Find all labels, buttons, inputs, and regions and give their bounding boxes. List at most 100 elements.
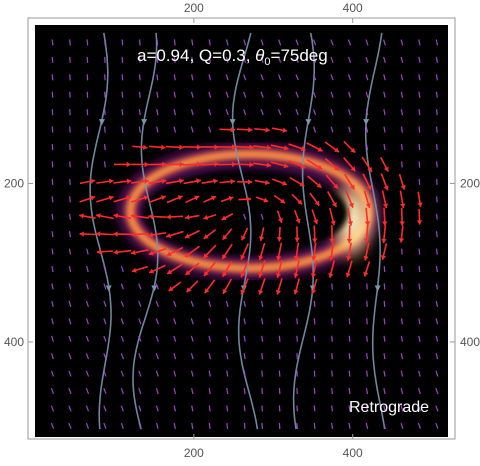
polarization-tick [68, 318, 72, 325]
polarization-arrowhead [328, 273, 334, 278]
polarization-tick [155, 370, 159, 377]
polarization-arrowhead [194, 195, 200, 201]
polarization-tick [225, 318, 229, 325]
polarization-tick [86, 248, 89, 255]
polarization-tick [312, 56, 317, 63]
polarization-tick [191, 405, 194, 412]
polarization-tick [120, 283, 124, 290]
polarization-tick [68, 265, 72, 273]
polarization-tick [436, 126, 438, 133]
x-tick-label-bottom: 400 [343, 446, 363, 460]
polarization-tick [121, 109, 124, 116]
polarization-tick [261, 370, 264, 377]
polarization-arrowhead [108, 195, 114, 201]
polarization-tick [225, 56, 229, 63]
polarization-tick [365, 109, 369, 116]
polarization-tick [295, 91, 299, 98]
polarization-tick [435, 422, 439, 429]
y-tick-label-left: 200 [4, 176, 24, 190]
polarization-tick [400, 56, 404, 63]
polarization-arrowhead [317, 146, 323, 152]
streamline-arrow [305, 119, 312, 126]
polarization-arrowhead [108, 178, 114, 184]
polarization-tick [208, 39, 211, 46]
polarization-tick [435, 300, 439, 307]
polarization-arrowhead [299, 181, 305, 187]
polarization-arrowhead [231, 161, 237, 168]
polarization-tick [383, 109, 386, 116]
polarization-tick [69, 56, 71, 63]
polarization-tick [418, 126, 421, 133]
polarization-tick [435, 56, 438, 63]
polarization-arrowhead [293, 255, 300, 261]
polarization-tick [365, 143, 369, 151]
polarization-tick [68, 39, 71, 46]
polarization-tick [400, 318, 403, 325]
polarization-tick [401, 161, 403, 168]
polarization-tick [383, 353, 386, 360]
polarization-tick [138, 300, 142, 307]
polarization-tick [296, 335, 298, 342]
polarization-tick [156, 109, 159, 116]
polarization-tick [68, 248, 72, 255]
polarization-arrowhead [221, 215, 227, 221]
polarization-tick [435, 405, 439, 412]
polarization-tick [417, 405, 421, 412]
polarization-tick [312, 39, 317, 46]
polarization-arrowhead [130, 231, 136, 238]
polarization-tick [330, 91, 334, 98]
polarization-tick [208, 74, 212, 81]
polarization-tick [277, 109, 282, 116]
polarization-arrowhead [179, 161, 184, 167]
polarization-tick [173, 126, 177, 133]
polarization-arrowhead [317, 164, 323, 170]
polarization-arrowhead [90, 178, 95, 184]
polarization-arrowhead [249, 144, 254, 150]
polarization-tick [225, 39, 229, 46]
polarization-arrowhead [96, 213, 101, 219]
polarization-tick [190, 318, 194, 325]
polarization-arrowhead [334, 147, 340, 153]
polarization-arrowhead [310, 289, 317, 294]
polarization-tick [51, 39, 54, 46]
polarization-arrowhead [293, 289, 299, 295]
polarization-arrowhead [258, 236, 265, 241]
polarization-tick [103, 422, 107, 429]
polarization-tick [120, 353, 125, 360]
polarization-arrowhead [204, 271, 209, 276]
polarization-tick [243, 318, 246, 325]
polarization-tick [400, 422, 404, 429]
polarization-arrowhead [246, 196, 252, 202]
polarization-tick [260, 74, 264, 81]
polarization-tick [173, 405, 177, 412]
polarization-arrowhead [349, 184, 355, 190]
polarization-tick [173, 387, 177, 395]
polarization-tick [365, 39, 369, 46]
polarization-arrowhead [96, 249, 102, 255]
polarization-tick [261, 388, 264, 395]
polarization-tick [400, 387, 404, 395]
polarization-tick [365, 91, 369, 98]
polarization-tick [260, 213, 264, 220]
polarization-tick [51, 248, 54, 255]
polarization-tick [418, 283, 421, 290]
polarization-tick [155, 300, 159, 307]
polarization-tick [278, 335, 281, 342]
polarization-tick [435, 370, 439, 377]
polarization-tick [278, 39, 282, 46]
polarization-arrowhead [222, 271, 228, 277]
polarization-tick [348, 91, 351, 98]
streamline-arrow [105, 285, 112, 292]
polarization-tick [103, 335, 107, 342]
polarization-tick [103, 353, 107, 360]
polarization-tick [50, 370, 55, 377]
polarization-tick [103, 126, 106, 133]
polarization-tick [366, 335, 368, 342]
polarization-tick [400, 370, 404, 377]
polarization-tick [191, 39, 194, 46]
polarization-tick [400, 109, 404, 116]
polarization-arrowhead [347, 220, 353, 226]
polarization-tick [313, 300, 316, 307]
polarization-tick [225, 91, 229, 98]
